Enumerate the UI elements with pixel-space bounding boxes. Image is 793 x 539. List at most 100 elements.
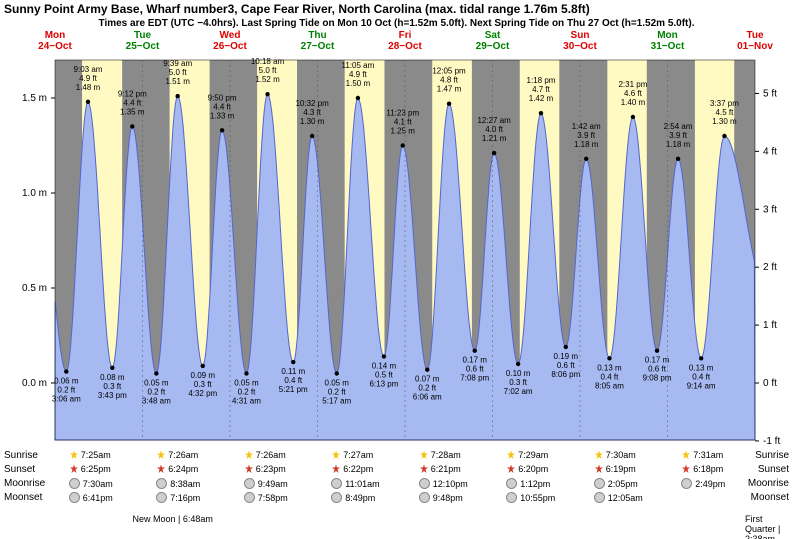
astro-cell: 11:01am [331, 478, 379, 489]
svg-text:0.6 ft: 0.6 ft [648, 365, 667, 374]
astro-row-label: Sunrise [755, 450, 789, 461]
svg-text:0.05 m: 0.05 m [144, 379, 169, 388]
svg-text:12:05 pm: 12:05 pm [432, 67, 466, 76]
svg-text:-1 ft: -1 ft [763, 436, 780, 447]
svg-text:8:05 am: 8:05 am [595, 381, 624, 390]
svg-text:0.5 ft: 0.5 ft [375, 370, 394, 379]
astro-cell: 2:05pm [594, 478, 638, 489]
svg-text:0.07 m: 0.07 m [415, 375, 440, 384]
svg-text:11:05 am: 11:05 am [342, 61, 375, 70]
astro-cell: 8:38am [156, 478, 200, 489]
svg-text:0.2 ft: 0.2 ft [57, 386, 76, 395]
svg-text:5 ft: 5 ft [763, 88, 777, 99]
tide-chart-svg: 0.0 m0.5 m1.0 m1.5 m-1 ft0 ft1 ft2 ft3 f… [0, 0, 793, 539]
svg-text:0.2 ft: 0.2 ft [238, 388, 257, 397]
svg-text:2 ft: 2 ft [763, 262, 777, 273]
svg-text:0.17 m: 0.17 m [463, 356, 488, 365]
sunrise-icon [419, 451, 428, 460]
sunrise-icon [244, 451, 253, 460]
svg-text:1.51 m: 1.51 m [165, 77, 190, 86]
svg-text:1.33 m: 1.33 m [210, 111, 235, 120]
sunrise-icon [331, 451, 340, 460]
svg-text:7:02 am: 7:02 am [504, 387, 533, 396]
date-label: Thu27−Oct [288, 30, 348, 52]
svg-text:0.5 m: 0.5 m [22, 283, 47, 294]
svg-text:10:18 am: 10:18 am [251, 57, 285, 66]
svg-text:3 ft: 3 ft [763, 204, 777, 215]
svg-text:4.4 ft: 4.4 ft [213, 102, 232, 111]
svg-text:1.50 m: 1.50 m [346, 79, 371, 88]
date-label: Mon31−Oct [638, 30, 698, 52]
svg-text:9:03 am: 9:03 am [74, 65, 103, 74]
svg-text:4:31 am: 4:31 am [232, 397, 261, 406]
svg-text:1.18 m: 1.18 m [666, 140, 691, 149]
sunrise-icon [156, 451, 165, 460]
svg-text:0.19 m: 0.19 m [554, 352, 579, 361]
astro-cell: 6:20pm [506, 464, 548, 474]
svg-text:11:23 pm: 11:23 pm [386, 109, 419, 118]
astro-cell: 7:30am [594, 450, 636, 460]
svg-text:9:14 am: 9:14 am [687, 381, 716, 390]
astro-row-label: Moonrise [748, 478, 789, 489]
svg-text:9:39 am: 9:39 am [163, 59, 192, 68]
astro-row-label: Sunrise [4, 450, 38, 461]
astro-cell: 12:05am [594, 492, 643, 503]
astro-cell: 7:25am [69, 450, 111, 460]
astro-cell: 10:55pm [506, 492, 555, 503]
astro-cell: 6:25pm [69, 464, 111, 474]
astro-row-label: Moonset [751, 492, 789, 503]
svg-text:8:06 pm: 8:06 pm [551, 370, 580, 379]
svg-text:0.3 ft: 0.3 ft [194, 380, 213, 389]
date-label: Sat29−Oct [463, 30, 523, 52]
sunset-icon [681, 465, 690, 474]
svg-text:0.05 m: 0.05 m [325, 379, 350, 388]
sunset-icon [419, 465, 428, 474]
svg-text:3:43 pm: 3:43 pm [98, 391, 127, 400]
svg-text:4 ft: 4 ft [763, 146, 777, 157]
svg-text:0.2 ft: 0.2 ft [418, 384, 437, 393]
svg-text:2:54 am: 2:54 am [664, 122, 693, 131]
svg-text:1.40 m: 1.40 m [621, 98, 646, 107]
svg-text:2:31 pm: 2:31 pm [618, 80, 647, 89]
moonrise-icon [244, 478, 255, 489]
svg-text:1.30 m: 1.30 m [712, 117, 737, 126]
svg-text:1:18 pm: 1:18 pm [527, 76, 556, 85]
astro-cell: 7:26am [244, 450, 286, 460]
date-label: Tue01−Nov [725, 30, 785, 52]
svg-text:4.4 ft: 4.4 ft [123, 99, 142, 108]
svg-text:0.4 ft: 0.4 ft [692, 372, 711, 381]
svg-text:0.2 ft: 0.2 ft [328, 388, 347, 397]
astro-cell: 7:27am [331, 450, 373, 460]
svg-text:4.9 ft: 4.9 ft [79, 74, 98, 83]
sunset-icon [69, 465, 78, 474]
svg-text:0.05 m: 0.05 m [234, 379, 259, 388]
sunrise-icon [506, 451, 515, 460]
sunset-icon [594, 465, 603, 474]
sunrise-icon [69, 451, 78, 460]
svg-text:0.09 m: 0.09 m [191, 371, 216, 380]
astro-cell: 7:26am [156, 450, 198, 460]
astro-cell: 7:29am [506, 450, 548, 460]
astro-cell: 7:30am [69, 478, 113, 489]
svg-text:1.0 m: 1.0 m [22, 188, 47, 199]
svg-text:3.9 ft: 3.9 ft [669, 131, 688, 140]
svg-text:0.13 m: 0.13 m [689, 363, 714, 372]
moonset-icon [244, 492, 255, 503]
moonrise-icon [331, 478, 342, 489]
moonset-icon [156, 492, 167, 503]
astro-cell: 6:41pm [69, 492, 113, 503]
sunset-icon [331, 465, 340, 474]
svg-text:1.35 m: 1.35 m [120, 108, 145, 117]
svg-text:4.5 ft: 4.5 ft [716, 108, 735, 117]
astro-row-label: Sunset [758, 464, 789, 475]
svg-text:1.5 m: 1.5 m [22, 93, 47, 104]
svg-text:4.0 ft: 4.0 ft [485, 125, 504, 134]
moonset-icon [506, 492, 517, 503]
svg-text:1.48 m: 1.48 m [76, 83, 101, 92]
svg-text:5.0 ft: 5.0 ft [169, 68, 188, 77]
sunrise-icon [681, 451, 690, 460]
svg-text:4.3 ft: 4.3 ft [303, 108, 322, 117]
moonrise-icon [419, 478, 430, 489]
moonrise-icon [506, 478, 517, 489]
astro-cell: 6:22pm [331, 464, 373, 474]
